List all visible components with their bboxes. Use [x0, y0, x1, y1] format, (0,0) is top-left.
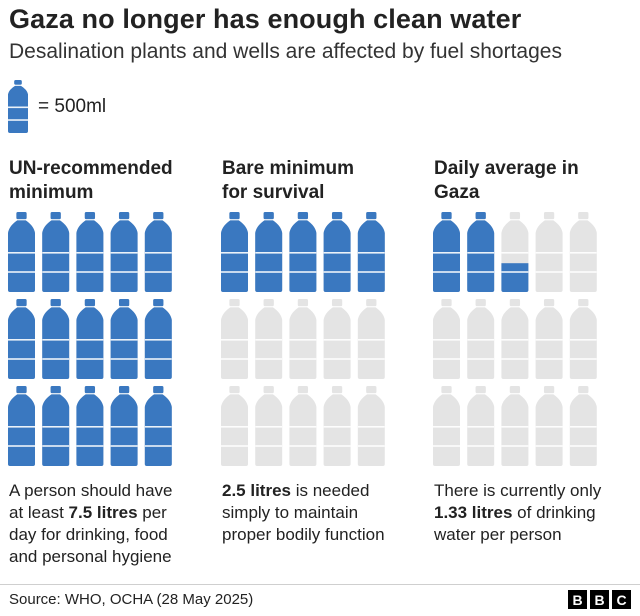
highlight-value: 7.5 litres: [68, 503, 138, 522]
bottle-icon: [433, 212, 460, 293]
bottle-icon: [221, 386, 248, 466]
bottle-icon: [255, 386, 283, 466]
bottle-icon: [255, 299, 283, 379]
text-line: proper bodily function: [222, 525, 385, 544]
text-line: at least 7.5 litres per: [9, 503, 167, 522]
bottle-icon: [8, 212, 35, 293]
heading-line: Gaza: [434, 182, 480, 203]
bottle-icon: [76, 299, 104, 379]
chart-subtitle: Desalination plants and wells are affect…: [9, 40, 562, 63]
text-line: water per person: [434, 525, 562, 544]
bottle-icon: [221, 299, 248, 379]
highlight-value: 2.5 litres: [222, 481, 291, 500]
column-text-un-minimum: A person should have at least 7.5 litres…: [9, 480, 173, 568]
bottle-icon: [289, 212, 317, 293]
column-text-bare-minimum: 2.5 litres is needed simply to maintain …: [222, 480, 385, 546]
footer-divider: [0, 584, 640, 585]
heading-line: UN-recommended: [9, 158, 173, 179]
column-heading-bare-minimum: Bare minimum for survival: [222, 157, 354, 205]
water-bottle-icon: [8, 80, 28, 133]
bottle-icon: [535, 386, 563, 466]
bottle-icon: [289, 386, 317, 466]
bottle-icon: [323, 386, 351, 466]
legend-label: = 500ml: [38, 96, 107, 117]
bottle-icon: [569, 386, 597, 466]
bottle-icon: [144, 386, 172, 466]
bottle-grid-bare-minimum: [221, 212, 385, 466]
bottle-icon: [467, 299, 495, 379]
bottle-icon: [357, 386, 385, 466]
bottle-icon: [289, 299, 317, 379]
bottle-icon: [467, 386, 495, 466]
bottle-icon: [76, 212, 104, 293]
bottle-icon: [501, 386, 529, 466]
bbc-logo: B B C: [568, 590, 631, 609]
bottle-icon: [501, 299, 529, 379]
bottle-icon: [433, 299, 460, 379]
bottle-icon: [144, 299, 172, 379]
bottle-icon: [8, 299, 35, 379]
bottle-icon: [110, 212, 138, 293]
column-text-gaza-average: There is currently only 1.33 litres of d…: [434, 480, 601, 546]
bottle-icon: [323, 299, 351, 379]
bottle-icon: [42, 386, 70, 466]
text-line: A person should have: [9, 481, 173, 500]
heading-line: Bare minimum: [222, 158, 354, 179]
bottle-grid-gaza-average: [433, 212, 597, 466]
bottle-icon: [535, 299, 563, 379]
heading-line: minimum: [9, 182, 94, 203]
heading-line: Daily average in: [434, 158, 579, 179]
legend: = 500ml: [8, 80, 148, 135]
bottle-icon: [569, 299, 597, 379]
column-heading-un-minimum: UN-recommended minimum: [9, 157, 173, 205]
bottle-icon: [255, 212, 283, 293]
highlight-value: 1.33 litres: [434, 503, 513, 522]
text-line: and personal hygiene: [9, 547, 172, 566]
text-line: 1.33 litres of drinking: [434, 503, 596, 522]
bottle-icon: [42, 212, 70, 293]
source-note: Source: WHO, OCHA (28 May 2025): [9, 591, 254, 608]
bottle-icon: [110, 386, 138, 466]
bottle-icon: [144, 212, 172, 293]
column-heading-gaza-average: Daily average in Gaza: [434, 157, 579, 205]
bottle-icon: [357, 212, 385, 293]
bottle-icon: [569, 212, 597, 293]
bottle-icon: [467, 212, 495, 293]
bottle-icon: [110, 299, 138, 379]
bottle-icon: [221, 212, 248, 293]
bottle-grid-un-minimum: [8, 212, 172, 466]
bottle-icon: [433, 386, 460, 466]
bottle-icon: [76, 386, 104, 466]
text-line: 2.5 litres is needed: [222, 481, 370, 500]
chart-title: Gaza no longer has enough clean water: [9, 4, 522, 34]
bottle-icon: [501, 212, 529, 293]
bottle-icon: [357, 299, 385, 379]
text-line: simply to maintain: [222, 503, 359, 522]
text-line: day for drinking, food: [9, 525, 168, 544]
bottle-icon: [42, 299, 70, 379]
heading-line: for survival: [222, 182, 325, 203]
bottle-icon: [8, 386, 35, 466]
text-line: There is currently only: [434, 481, 602, 500]
bottle-icon: [535, 212, 563, 293]
bottle-icon: [323, 212, 351, 293]
legend-bottle-icon: [8, 80, 28, 133]
